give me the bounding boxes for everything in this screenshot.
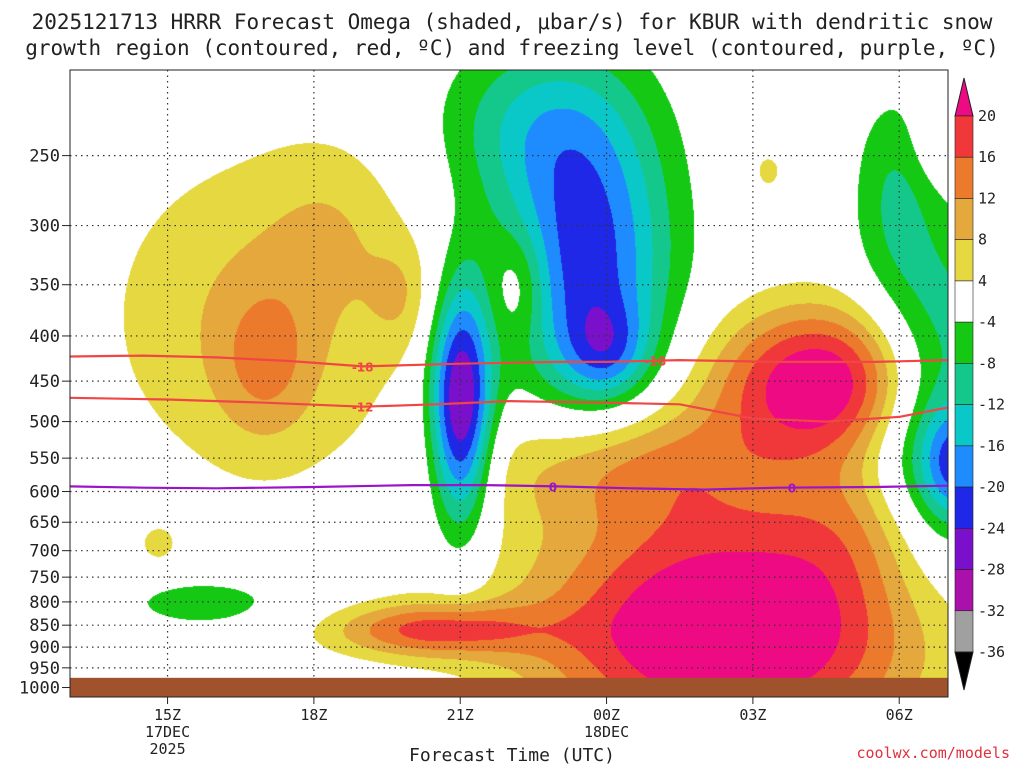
colorbar-tick-label: -4 — [978, 313, 996, 331]
colorbar-tick-label: -28 — [978, 561, 1005, 579]
y-tick-label: 450 — [29, 372, 60, 392]
colorbar-tick-label: 16 — [978, 148, 996, 166]
colorbar-swatch — [954, 610, 974, 653]
omega-field — [70, 70, 948, 697]
y-tick-label: 650 — [29, 513, 60, 533]
colorbar-tick-label: 8 — [978, 231, 987, 249]
contour-label: 0 — [788, 482, 796, 496]
colorbar-swatch — [954, 528, 974, 570]
x-tick-label: 21Z — [447, 706, 474, 724]
colorbar-tick-label: 12 — [978, 189, 996, 207]
contour-label: -18 — [644, 355, 666, 369]
colorbar-tick-label: -12 — [978, 396, 1005, 414]
x-tick-label: 06Z — [886, 706, 913, 724]
y-tick-label: 600 — [29, 483, 60, 503]
colorbar-swatch — [954, 280, 974, 323]
colorbar-swatch — [954, 569, 974, 612]
y-tick-label: 400 — [29, 327, 60, 347]
colorbar-swatch — [954, 198, 974, 240]
credit-text: coolwx.com/models — [856, 744, 1010, 762]
x-tick-label: 00Z — [593, 706, 620, 724]
y-tick-label: 1000 — [19, 679, 60, 699]
chart-title-line-2: growth region (contoured, red, ºC) and f… — [25, 36, 999, 60]
colorbar-tick-label: -24 — [978, 519, 1005, 537]
colorbar-swatch — [954, 363, 974, 405]
colorbar-swatch — [954, 404, 974, 447]
contour-line — [69, 396, 949, 423]
colorbar-tick-label: -36 — [978, 643, 1005, 661]
colorbar-swatch — [954, 445, 974, 488]
colorbar-tick-label: -8 — [978, 354, 996, 372]
y-tick-label: 800 — [29, 593, 60, 613]
contour-label: 0 — [549, 480, 557, 494]
plot-frame — [69, 69, 949, 698]
x-tick-label: 18Z — [300, 706, 327, 724]
colorbar-tick-label: -16 — [978, 437, 1005, 455]
colorbar-swatch — [954, 321, 974, 364]
y-tick-label: 550 — [29, 449, 60, 469]
colorbar-swatch — [954, 486, 974, 529]
axes-layer: 2503003504004505005506006507007508008509… — [19, 69, 949, 758]
ground-surface — [70, 677, 948, 697]
contour-label: -12 — [352, 401, 374, 415]
contour-line — [69, 354, 949, 368]
y-tick-label: 300 — [29, 217, 60, 237]
contour-layer: -18 -18 -12 0 0 — [69, 354, 949, 496]
colorbar-swatch — [954, 239, 974, 282]
x-tick-label: 15Z — [154, 706, 181, 724]
y-tick-label: 350 — [29, 276, 60, 296]
contour-line — [69, 484, 949, 491]
y-tick-label: 850 — [29, 616, 60, 636]
colorbar-tick-label: -32 — [978, 602, 1005, 620]
y-tick-label: 700 — [29, 542, 60, 562]
colorbar-swatch — [954, 77, 974, 117]
y-tick-label: 950 — [29, 659, 60, 679]
y-tick-label: 900 — [29, 638, 60, 658]
colorbar-swatch — [954, 156, 974, 199]
colorbar-swatch — [954, 115, 974, 158]
y-tick-label: 250 — [29, 147, 60, 167]
x-tick-date-label: 2025 — [149, 740, 185, 758]
colorbar-tick-label: -20 — [978, 478, 1005, 496]
y-tick-label: 500 — [29, 413, 60, 433]
x-tick-label: 03Z — [739, 706, 766, 724]
contour-label: -18 — [352, 360, 374, 374]
colorbar-tick-label: 4 — [978, 272, 987, 290]
colorbar: 20 16 12 8 4 -4 -8 -12 -16 -20 -24 -28 -32 -36 — [954, 77, 1005, 691]
x-tick-date-label: 18DEC — [584, 723, 629, 741]
chart-title-line-1: 2025121713 HRRR Forecast Omega (shaded, … — [31, 10, 993, 34]
ground-layer — [70, 677, 948, 697]
omega-shading-layer — [70, 70, 948, 697]
x-axis-title: Forecast Time (UTC) — [409, 745, 615, 766]
y-tick-label: 750 — [29, 568, 60, 588]
x-tick-date-label: 17DEC — [145, 723, 190, 741]
colorbar-tick-label: 20 — [978, 107, 996, 125]
colorbar-swatch — [954, 651, 974, 691]
